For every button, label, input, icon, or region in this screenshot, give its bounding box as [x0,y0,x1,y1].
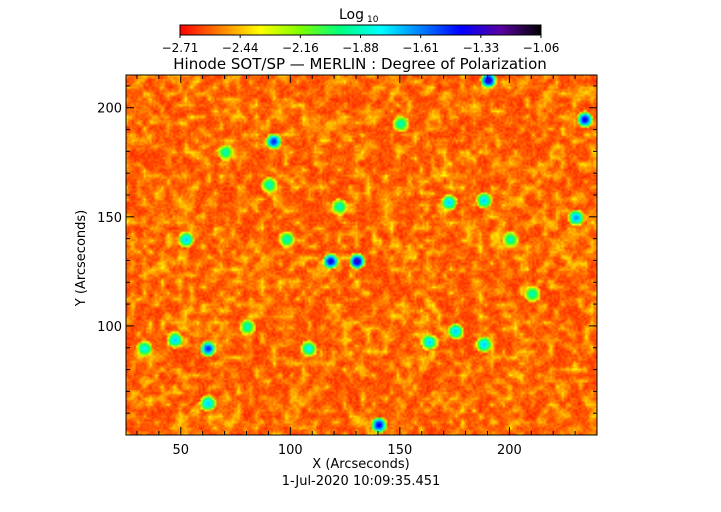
colorbar-tick-label: −1.61 [402,41,439,55]
date-label: 1-Jul-2020 10:09:35.451 [282,474,441,489]
axis-ticks: 50 100 150 200 100 150 200 [97,75,598,458]
colorbar-tick-label: −2.71 [162,41,199,55]
chart-title: Hinode SOT/SP — MERLIN : Degree of Polar… [173,55,547,73]
colorbar-tick-label: −1.33 [462,41,499,55]
x-tick-label: 150 [387,443,412,458]
heatmap-image [126,75,597,435]
colorbar-ticks: −2.71 −2.44 −2.16 −1.88 −1.61 −1.33 −1.06 [162,35,560,55]
colorbar-tick-label: −2.44 [222,41,259,55]
colorbar-tick-label: −1.06 [523,41,560,55]
plot-frame [125,74,598,436]
colorbar-title-main: Log [339,7,364,23]
y-tick-label: 150 [97,211,122,226]
x-tick-label: 200 [497,443,522,458]
x-axis-label: X (Arcseconds) [312,457,409,472]
colorbar-tick-label: −2.16 [282,41,319,55]
colorbar-title-subscript: 10 [367,15,379,25]
colorbar [179,24,542,36]
y-axis-label: Y (Arcseconds) [74,210,89,307]
x-tick-label: 50 [172,443,189,458]
x-tick-label: 100 [278,443,303,458]
colorbar-tick-label: −1.88 [342,41,379,55]
colorbar-title: Log 10 [339,7,379,25]
y-tick-label: 200 [97,102,122,117]
y-tick-label: 100 [97,320,122,335]
